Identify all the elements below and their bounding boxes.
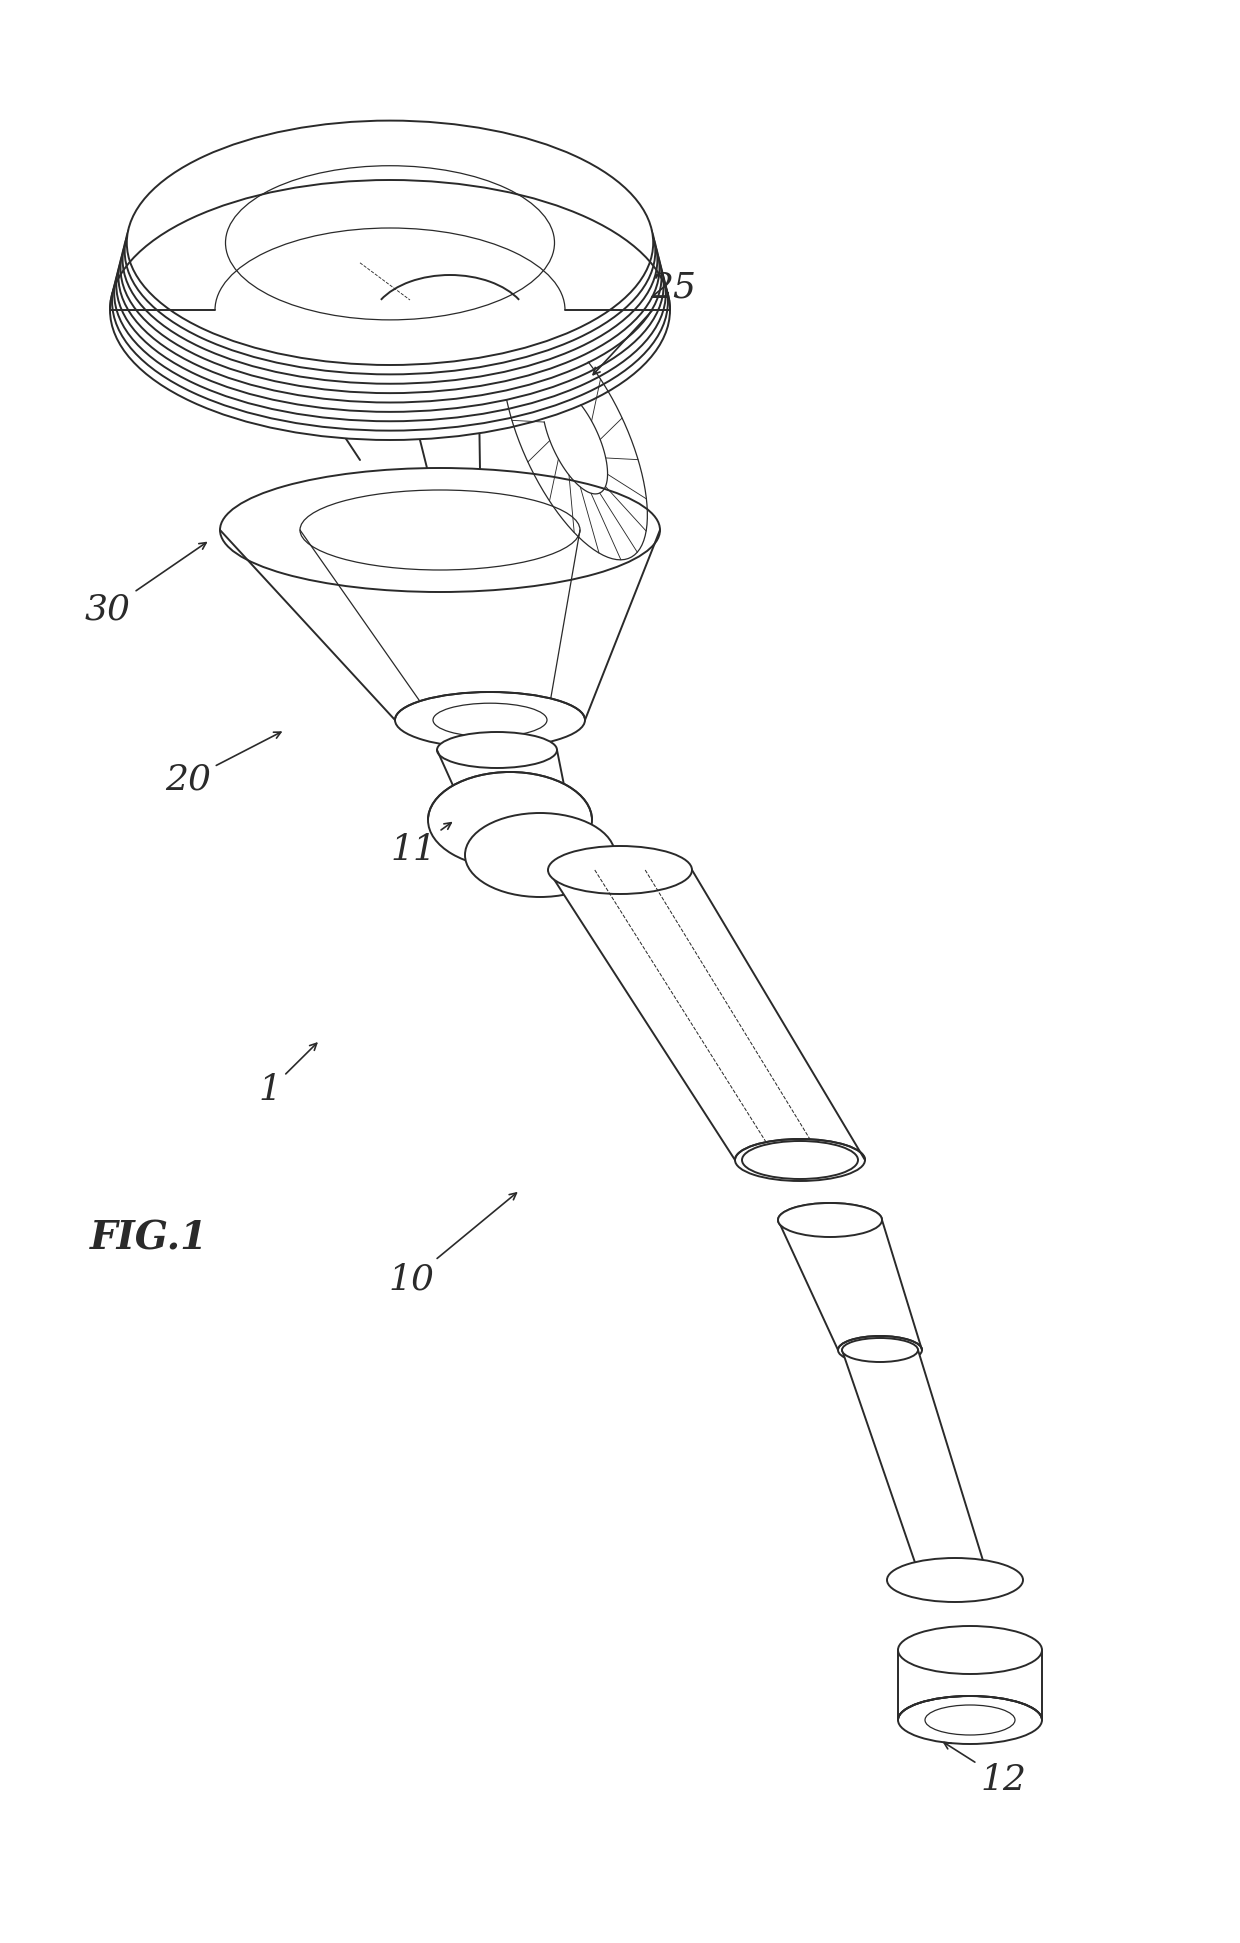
Ellipse shape bbox=[120, 144, 660, 392]
Ellipse shape bbox=[436, 733, 557, 767]
Ellipse shape bbox=[219, 468, 660, 593]
Ellipse shape bbox=[455, 773, 565, 806]
Polygon shape bbox=[219, 530, 660, 721]
Text: FIG.1: FIG.1 bbox=[91, 1220, 208, 1257]
Text: 1: 1 bbox=[258, 1043, 316, 1108]
Ellipse shape bbox=[215, 227, 565, 392]
Ellipse shape bbox=[735, 1139, 866, 1181]
Ellipse shape bbox=[548, 845, 692, 894]
Text: 25: 25 bbox=[593, 270, 696, 375]
Ellipse shape bbox=[777, 1203, 882, 1238]
Polygon shape bbox=[842, 1339, 990, 1580]
Ellipse shape bbox=[114, 165, 666, 422]
Ellipse shape bbox=[125, 128, 655, 375]
Polygon shape bbox=[898, 1626, 1042, 1720]
Ellipse shape bbox=[428, 771, 591, 869]
Polygon shape bbox=[548, 845, 866, 1160]
Ellipse shape bbox=[112, 173, 668, 431]
Ellipse shape bbox=[218, 212, 563, 373]
Ellipse shape bbox=[777, 1203, 882, 1238]
Ellipse shape bbox=[110, 181, 670, 439]
Ellipse shape bbox=[742, 1141, 858, 1179]
Ellipse shape bbox=[126, 120, 653, 365]
Ellipse shape bbox=[223, 181, 557, 338]
Ellipse shape bbox=[219, 204, 560, 365]
Ellipse shape bbox=[898, 1696, 1042, 1745]
Polygon shape bbox=[777, 1203, 923, 1350]
Ellipse shape bbox=[222, 188, 558, 348]
Text: 20: 20 bbox=[165, 733, 281, 797]
Text: 12: 12 bbox=[944, 1743, 1025, 1797]
Ellipse shape bbox=[898, 1626, 1042, 1675]
Ellipse shape bbox=[396, 692, 585, 748]
Ellipse shape bbox=[221, 196, 559, 356]
Ellipse shape bbox=[224, 173, 556, 328]
Ellipse shape bbox=[117, 157, 663, 412]
Ellipse shape bbox=[887, 1558, 1023, 1601]
Ellipse shape bbox=[216, 220, 564, 383]
Ellipse shape bbox=[921, 1570, 990, 1591]
Text: 11: 11 bbox=[391, 822, 451, 867]
Ellipse shape bbox=[842, 1339, 918, 1362]
Ellipse shape bbox=[226, 165, 554, 321]
Text: 30: 30 bbox=[86, 542, 206, 628]
Text: 10: 10 bbox=[388, 1193, 516, 1298]
Ellipse shape bbox=[118, 150, 662, 402]
Ellipse shape bbox=[123, 136, 657, 385]
Ellipse shape bbox=[465, 812, 615, 898]
Ellipse shape bbox=[838, 1337, 923, 1364]
